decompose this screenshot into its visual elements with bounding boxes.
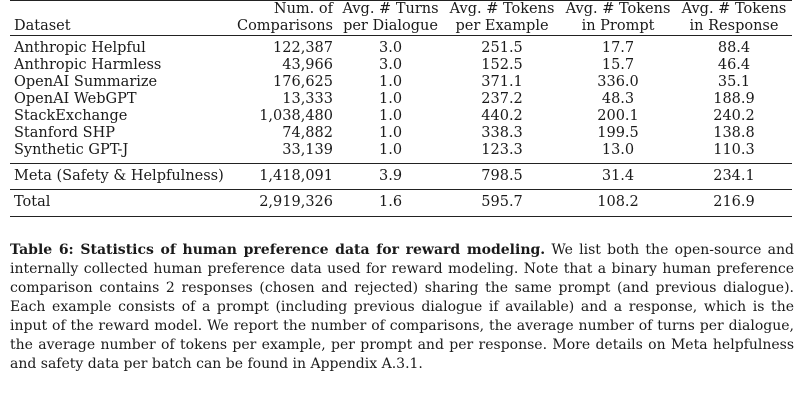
cell-tokens-prompt: 15.7 (601, 57, 635, 73)
cell-turns: 1.6 (337, 189, 445, 217)
cell-tokens-response: 88.4 (717, 40, 751, 56)
table-row-meta: Meta (Safety & Helpfulness) 1,418,091 3.… (10, 163, 792, 190)
cell-turns: 3.9 (337, 163, 445, 190)
header-comparisons: Num. of Comparisons (230, 0, 337, 36)
header-tokens-response: Avg. # Tokens in Response (676, 0, 792, 36)
cell-dataset: Synthetic GPT-J (14, 142, 129, 158)
header-tokens-prompt: Avg. # Tokens in Prompt (560, 0, 676, 36)
cell-turns: 1.0 (378, 74, 403, 90)
cell-tokens-response: 35.1 (717, 74, 751, 90)
cell-comparisons: 2,919,326 (230, 189, 337, 217)
table-row: OpenAI Summarize 176,625 1.0 371.1 336.0… (10, 74, 792, 91)
paper-excerpt: Dataset Num. of Comparisons Avg. # Turns… (10, 0, 794, 388)
table-row: Synthetic GPT-J 33,139 1.0 123.3 13.0 11… (10, 142, 792, 164)
cell-tokens-example: 440.2 (481, 108, 523, 124)
cell-tokens-example: 237.2 (481, 91, 523, 107)
table-row: Anthropic Harmless 43,966 3.0 152.5 15.7… (10, 57, 792, 74)
cell-tokens-response: 46.4 (717, 57, 751, 73)
cell-tokens-example: 371.1 (481, 74, 523, 90)
table-row-total: Total 2,919,326 1.6 595.7 108.2 216.9 (10, 189, 792, 217)
cell-comparisons: 74,882 (282, 125, 333, 141)
cell-turns: 1.0 (378, 108, 403, 124)
cell-dataset: Meta (Safety & Helpfulness) (10, 163, 230, 190)
cell-turns: 1.0 (378, 142, 403, 158)
cell-comparisons: 13,333 (282, 91, 333, 107)
cell-tokens-prompt: 48.3 (601, 91, 635, 107)
cell-dataset: OpenAI WebGPT (14, 91, 137, 107)
cell-tokens-example: 595.7 (444, 189, 561, 217)
cell-tokens-response: 240.2 (713, 108, 755, 124)
caption-text: We list both the open-source and interna… (10, 242, 795, 372)
preference-data-table: Dataset Num. of Comparisons Avg. # Turns… (10, 0, 792, 217)
cell-tokens-prompt: 13.0 (601, 142, 635, 158)
cell-turns: 1.0 (378, 91, 403, 107)
cell-dataset: StackExchange (14, 108, 128, 124)
cell-tokens-example: 152.5 (481, 57, 523, 73)
cell-dataset: Total (10, 189, 230, 217)
caption-label: Table 6: Statistics of human preference … (10, 242, 546, 258)
table-row: StackExchange 1,038,480 1.0 440.2 200.1 … (10, 108, 792, 125)
cell-tokens-prompt: 200.1 (597, 108, 639, 124)
cell-tokens-example: 338.3 (481, 125, 523, 141)
header-tokens-example: Avg. # Tokens per Example (444, 0, 561, 36)
header-turns: Avg. # Turns per Dialogue (337, 0, 445, 36)
cell-tokens-example: 251.5 (481, 40, 523, 56)
table-header-row: Dataset Num. of Comparisons Avg. # Turns… (10, 0, 792, 36)
cell-dataset: OpenAI Summarize (14, 74, 158, 90)
cell-tokens-example: 798.5 (444, 163, 561, 190)
meta-group: Meta (Safety & Helpfulness) 1,418,091 3.… (10, 163, 792, 190)
cell-dataset: Anthropic Helpful (14, 40, 146, 56)
cell-tokens-response: 138.8 (713, 125, 755, 141)
cell-tokens-prompt: 31.4 (560, 163, 676, 190)
cell-tokens-prompt: 17.7 (601, 40, 635, 56)
cell-comparisons: 1,418,091 (230, 163, 337, 190)
cell-tokens-response: 216.9 (676, 189, 792, 217)
cell-tokens-example: 123.3 (481, 142, 523, 158)
cell-comparisons: 122,387 (273, 40, 333, 56)
cell-tokens-response: 234.1 (676, 163, 792, 190)
cell-turns: 1.0 (378, 125, 403, 141)
header-dataset: Dataset (10, 0, 230, 36)
total-group: Total 2,919,326 1.6 595.7 108.2 216.9 (10, 189, 792, 217)
cell-turns: 3.0 (378, 57, 403, 73)
cell-tokens-prompt: 336.0 (597, 74, 639, 90)
cell-dataset: Stanford SHP (14, 125, 115, 141)
cell-tokens-response: 110.3 (713, 142, 755, 158)
cell-turns: 3.0 (378, 40, 403, 56)
cell-comparisons: 1,038,480 (259, 108, 333, 124)
cell-tokens-prompt: 108.2 (560, 189, 676, 217)
dataset-rows: Anthropic Helpful 122,387 3.0 251.5 17.7… (10, 36, 792, 164)
cell-comparisons: 33,139 (282, 142, 333, 158)
cell-tokens-prompt: 199.5 (597, 125, 639, 141)
cell-tokens-response: 188.9 (713, 91, 755, 107)
table-row: Stanford SHP 74,882 1.0 338.3 199.5 138.… (10, 125, 792, 142)
cell-comparisons: 43,966 (282, 57, 333, 73)
table-caption: Table 6: Statistics of human preference … (10, 241, 794, 374)
table-row: OpenAI WebGPT 13,333 1.0 237.2 48.3 188.… (10, 91, 792, 108)
cell-comparisons: 176,625 (273, 74, 333, 90)
cell-dataset: Anthropic Harmless (14, 57, 162, 73)
table-row: Anthropic Helpful 122,387 3.0 251.5 17.7… (10, 36, 792, 58)
